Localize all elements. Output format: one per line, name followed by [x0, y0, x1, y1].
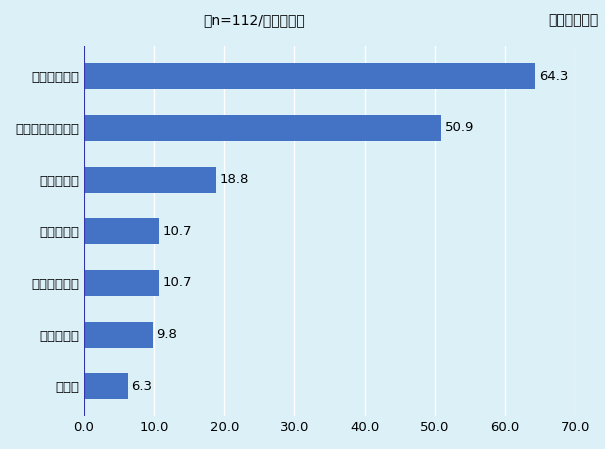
- Text: 18.8: 18.8: [220, 173, 249, 186]
- Bar: [84, 218, 159, 244]
- Text: 6.3: 6.3: [132, 380, 152, 393]
- Bar: [84, 270, 159, 296]
- Text: 64.3: 64.3: [539, 70, 568, 83]
- Text: 50.9: 50.9: [445, 121, 474, 134]
- Bar: [84, 63, 535, 89]
- Bar: [84, 115, 441, 141]
- Text: 9.8: 9.8: [156, 328, 177, 341]
- Bar: [84, 167, 216, 193]
- Text: （単位：％）: （単位：％）: [549, 13, 599, 27]
- Bar: [84, 322, 152, 348]
- Bar: [84, 374, 128, 399]
- Text: （n=112/複数回答）: （n=112/複数回答）: [203, 13, 305, 27]
- Text: 10.7: 10.7: [163, 225, 192, 238]
- Text: 10.7: 10.7: [163, 277, 192, 290]
